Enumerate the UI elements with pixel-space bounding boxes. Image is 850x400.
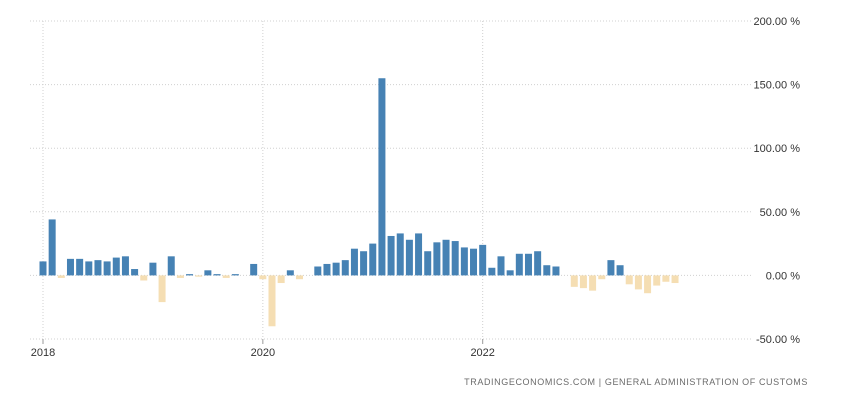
bar-2021-02 [378, 78, 386, 276]
source-credit: TRADINGECONOMICS.COM | GENERAL ADMINISTR… [464, 377, 808, 387]
bar-2022-03 [497, 256, 505, 276]
bar-2020-11 [350, 248, 358, 276]
bar-2022-06 [524, 253, 532, 276]
bar-2020-04 [286, 270, 294, 276]
bar-2021-05 [405, 239, 413, 276]
bar-2022-07 [534, 251, 542, 276]
y-tick-label: 150.00 % [754, 80, 801, 92]
bar-2018-03 [57, 275, 65, 278]
bar-2021-09 [442, 239, 450, 276]
bar-2020-12 [360, 251, 368, 276]
bar-2018-07 [94, 260, 102, 276]
bar-2023-02 [598, 275, 606, 280]
y-tick-label: 0.00 % [766, 270, 800, 282]
source-provider: GENERAL ADMINISTRATION OF CUSTOMS [604, 377, 808, 387]
bar-2022-04 [506, 270, 514, 276]
bar-2018-12 [140, 275, 148, 281]
bar-2020-01 [259, 275, 267, 280]
bar-2022-11 [570, 275, 578, 287]
bar-2021-10 [451, 241, 459, 276]
bar-2020-07 [314, 266, 322, 276]
source-site: TRADINGECONOMICS.COM [464, 377, 596, 387]
bar-2021-01 [369, 243, 377, 276]
bar-2019-07 [204, 270, 212, 276]
bar-2020-02 [268, 275, 276, 327]
bar-2021-06 [415, 233, 423, 276]
bar-2023-09 [662, 275, 670, 282]
bar-2019-05 [186, 274, 194, 276]
bar-2021-08 [433, 242, 441, 276]
x-tick-label: 2018 [31, 347, 55, 359]
bar-2020-08 [323, 263, 331, 276]
x-tick-label: 2022 [470, 347, 494, 359]
source-separator: | [598, 377, 602, 387]
bar-2023-07 [644, 275, 652, 294]
bar-2018-04 [66, 258, 74, 276]
bar-2023-08 [653, 275, 661, 286]
bar-2020-05 [295, 275, 303, 280]
y-tick-label: -50.00 % [756, 334, 800, 346]
bar-2022-02 [488, 267, 496, 276]
bar-2018-08 [103, 261, 111, 276]
bar-2023-06 [634, 275, 642, 290]
bar-2023-03 [607, 260, 615, 276]
bar-2020-09 [332, 262, 340, 276]
bar-2021-03 [387, 235, 395, 276]
bar-2019-03 [167, 256, 175, 276]
bar-2019-01 [149, 262, 157, 276]
bar-2018-05 [76, 258, 84, 276]
bar-2018-02 [48, 219, 56, 276]
y-tick-label: 50.00 % [760, 207, 801, 219]
bar-2018-10 [121, 256, 129, 276]
bar-2023-05 [625, 275, 633, 285]
bar-2018-09 [112, 257, 120, 276]
bar-2019-06 [195, 275, 203, 277]
bar-series [39, 78, 679, 327]
x-tick-label: 2020 [251, 347, 275, 359]
bar-2019-04 [176, 275, 184, 278]
bar-2019-08 [213, 274, 221, 276]
bar-2022-05 [515, 253, 523, 276]
bar-2018-01 [39, 261, 47, 276]
bar-2022-09 [552, 266, 560, 276]
bar-2022-08 [543, 265, 551, 276]
bar-2019-10 [231, 274, 239, 276]
bar-2023-04 [616, 265, 624, 276]
bar-2021-04 [396, 233, 404, 276]
bar-2019-02 [158, 275, 166, 303]
bar-2018-11 [131, 269, 139, 276]
bar-2023-10 [671, 275, 679, 284]
y-axis-labels: 200.00 % 150.00 % 100.00 % 50.00 % 0.00 % -50… [754, 16, 801, 346]
bar-2020-10 [341, 260, 349, 276]
y-tick-label: 200.00 % [754, 16, 801, 28]
bar-2021-12 [470, 248, 478, 276]
y-tick-label: 100.00 % [754, 143, 801, 155]
bar-2021-07 [424, 251, 432, 276]
bar-2018-06 [85, 261, 93, 276]
bar-2022-01 [479, 244, 487, 276]
bar-2023-01 [589, 275, 597, 291]
bar-2021-11 [460, 247, 468, 276]
bar-2022-12 [579, 275, 587, 289]
bar-2019-12 [250, 263, 258, 276]
x-axis-labels: 2018 2020 2022 [31, 339, 495, 359]
grid-lines [30, 20, 752, 340]
bar-2019-09 [222, 275, 230, 278]
bar-2020-03 [277, 275, 285, 284]
